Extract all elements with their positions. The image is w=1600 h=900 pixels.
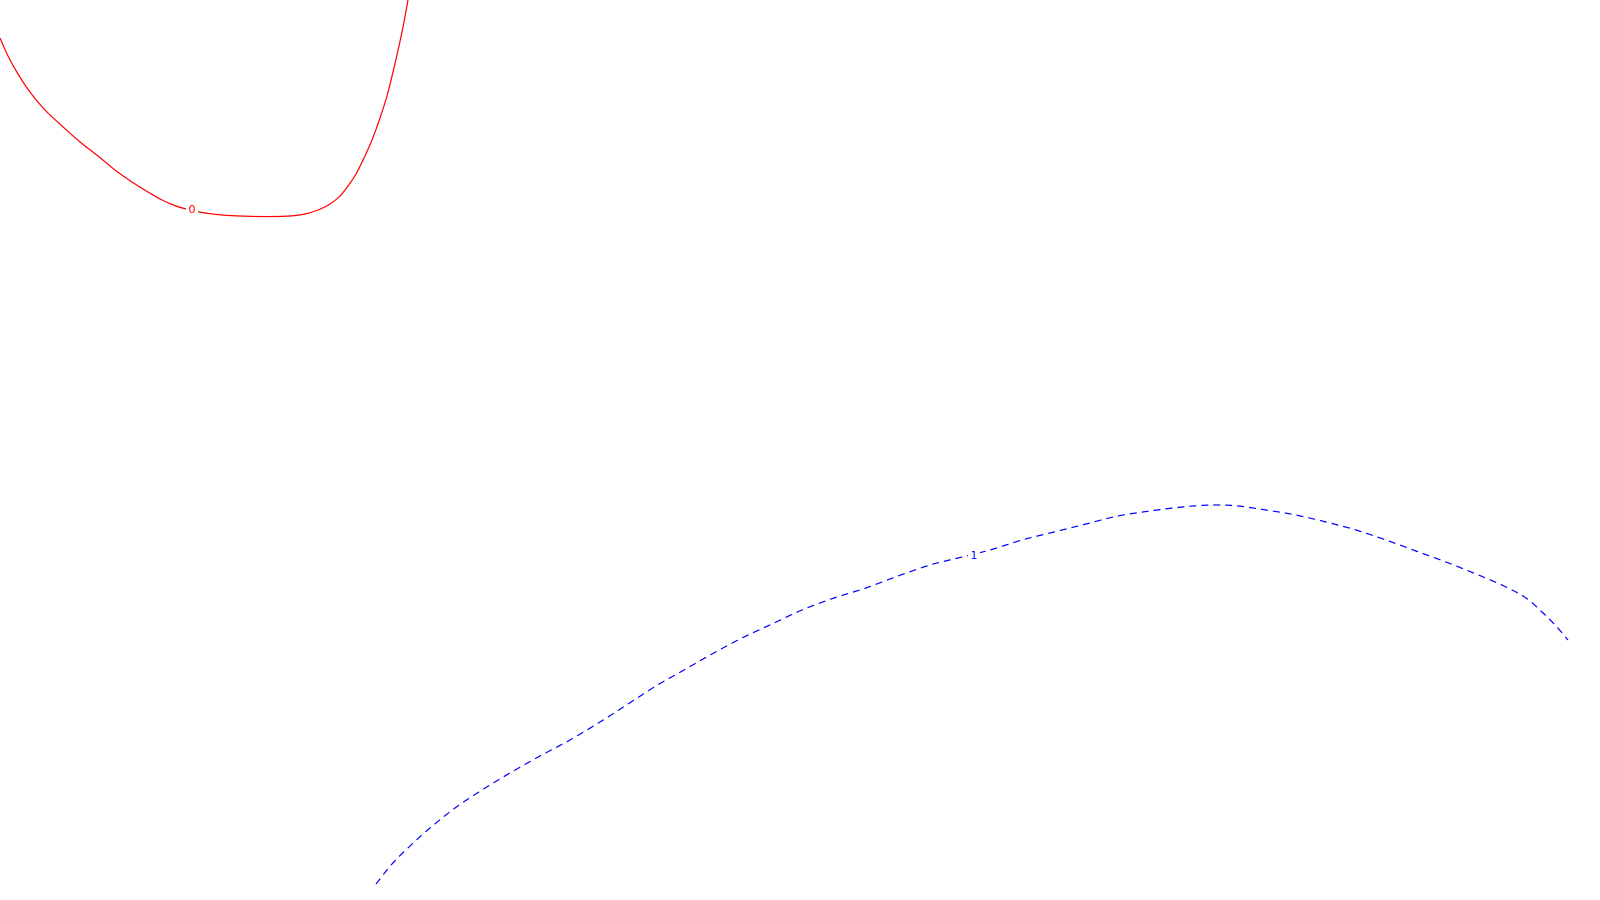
contour-layer: 01 xyxy=(0,0,1569,885)
contour-label-0: 0 xyxy=(189,203,196,216)
contour-label-background xyxy=(968,549,980,563)
contour-label-background xyxy=(186,203,198,217)
contour-series-1: 1 xyxy=(375,504,1569,885)
contour-label-1: 1 xyxy=(971,549,978,562)
contour-series-0: 0 xyxy=(0,0,409,218)
contour-line-0 xyxy=(0,0,409,218)
